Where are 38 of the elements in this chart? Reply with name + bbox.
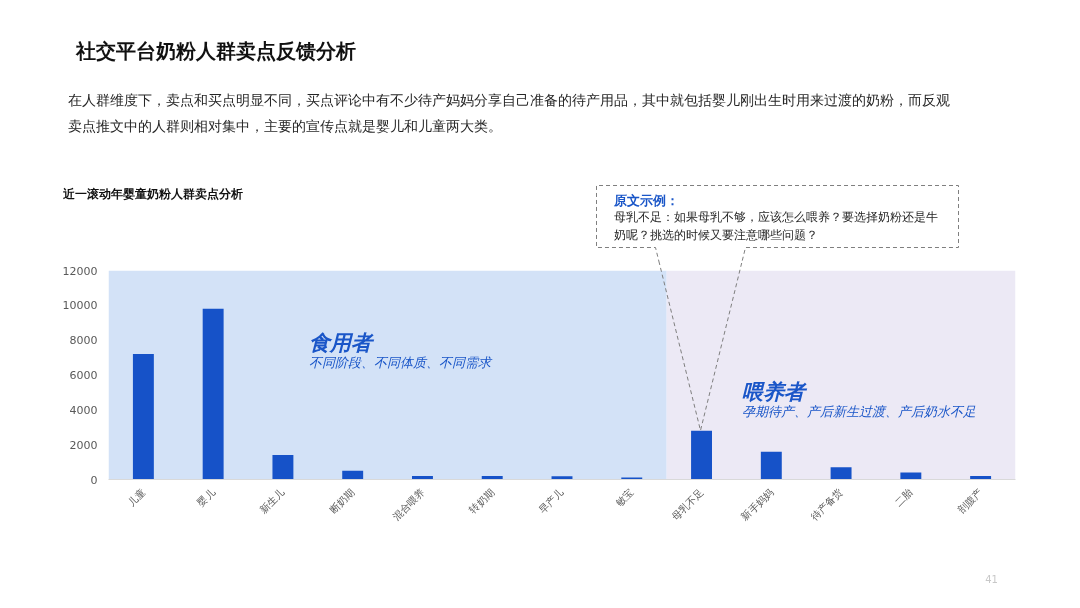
x-tick-label: 断奶期 bbox=[327, 486, 357, 516]
x-tick-label: 新手妈妈 bbox=[739, 486, 776, 523]
bar bbox=[621, 477, 643, 480]
bar bbox=[830, 467, 852, 480]
y-tick-label: 12000 bbox=[62, 264, 98, 278]
x-tick-label: 剖腹产 bbox=[955, 486, 985, 516]
bar bbox=[272, 455, 294, 480]
chart-title: 社交平台奶粉人群卖点反馈分析 bbox=[74, 38, 356, 63]
y-tick-label: 6000 bbox=[69, 369, 98, 382]
y-tick-label: 4000 bbox=[69, 403, 98, 417]
x-tick-label: 母乳不足 bbox=[669, 486, 706, 523]
y-tick-label: 2000 bbox=[69, 438, 98, 452]
y-tick-label: 0 bbox=[90, 473, 98, 487]
x-tick-label: 转奶期 bbox=[467, 486, 497, 516]
annotation: 孕期待产、产后新生过渡、产后奶水不足 bbox=[741, 404, 976, 419]
band-label: 喂养者 bbox=[741, 379, 808, 404]
bar bbox=[760, 451, 782, 480]
y-tick-label: 8000 bbox=[69, 334, 98, 348]
bar bbox=[342, 470, 364, 480]
x-tick-label: 二胎 bbox=[892, 486, 915, 509]
x-tick-label: 早产儿 bbox=[536, 486, 566, 516]
x-tick-label: 敏宝 bbox=[613, 486, 636, 509]
bar bbox=[551, 476, 573, 480]
x-tick-label: 婴儿 bbox=[195, 486, 218, 509]
text: 母乳不足：如果母乳不够，应该怎么喂养？要选择奶粉还是牛奶呢？挑选的时候又要注意哪些问题？ bbox=[613, 210, 938, 242]
text: 近一滚动年婴童奶粉人群卖点分析 bbox=[61, 186, 243, 201]
bar bbox=[132, 354, 154, 480]
chart-subtitle: 在人群维度下，卖点和买点明显不同，买点评论中有不少待产妈妈分享自己准备的待产用品，其中就包括婴儿刚出生时用来过渡的奶粉，而反观卖点推文中的人群则相对集中，主要的宣传点就是婴儿和儿童两大类。 bbox=[67, 91, 950, 134]
y-tick-label: 10000 bbox=[62, 299, 98, 313]
x-tick-label: 新生儿 bbox=[257, 486, 287, 516]
bar bbox=[691, 430, 712, 480]
x-tick-label: 儿童 bbox=[125, 486, 148, 509]
text: 原文示例： bbox=[612, 193, 679, 208]
x-tick-label: 待产备货 bbox=[808, 486, 845, 523]
bar bbox=[202, 308, 224, 480]
annotation: 不同阶段、不同体质、不同需求 bbox=[308, 355, 493, 370]
band-label: 食用者 bbox=[308, 330, 375, 355]
x-tick-label: 混合喂养 bbox=[390, 486, 427, 523]
